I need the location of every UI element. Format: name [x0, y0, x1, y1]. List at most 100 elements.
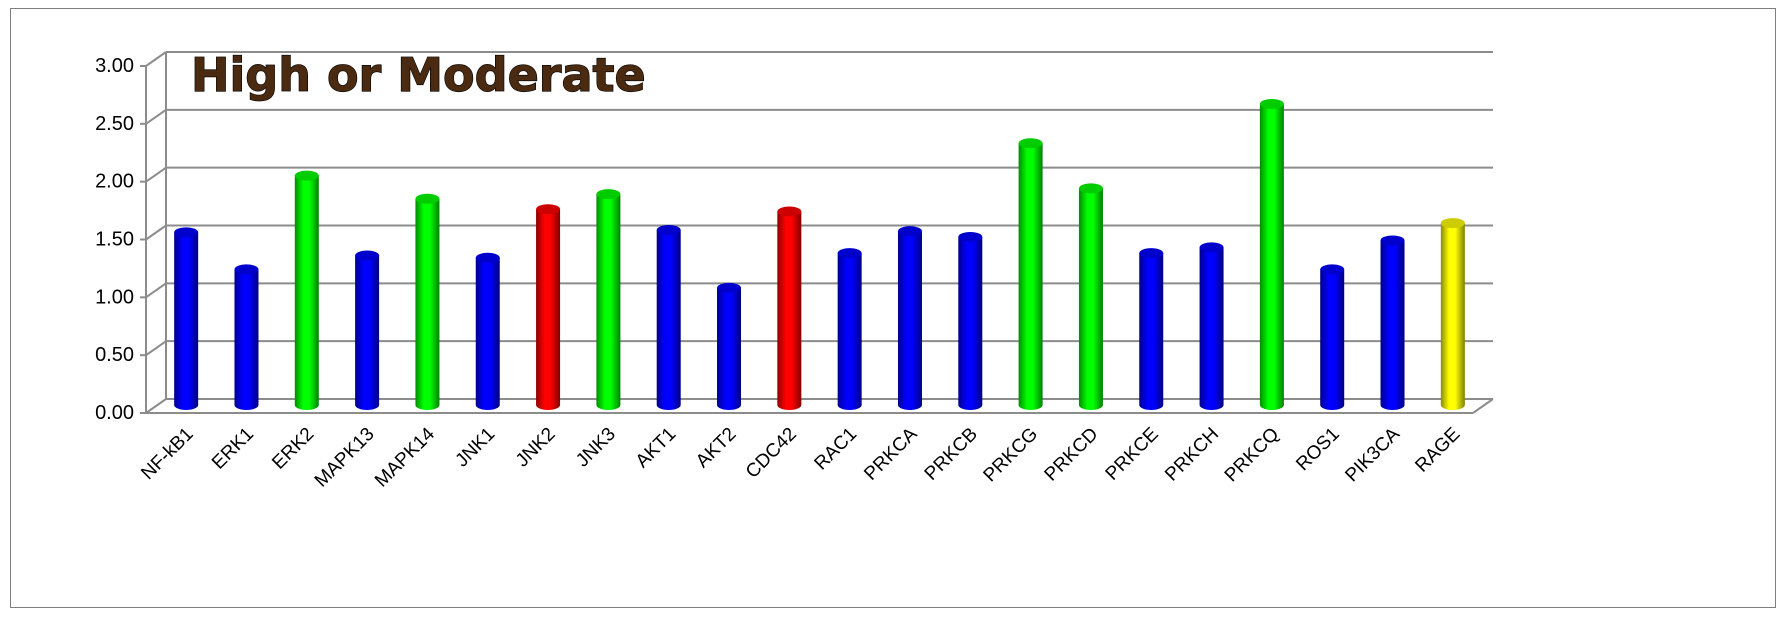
- x-tick-label: JNK3: [572, 424, 620, 472]
- bar-body: [1199, 247, 1224, 411]
- bar-body: [777, 211, 802, 411]
- gridline-depth: [145, 224, 167, 241]
- bar-jnk1: [475, 252, 500, 411]
- bar-body: [294, 175, 319, 411]
- bar-body: [596, 194, 621, 411]
- x-tick-label: RAC1: [811, 424, 862, 475]
- bar-prkch: [1199, 242, 1224, 411]
- gridline-depth: [145, 109, 167, 125]
- x-tick-label: RAGE: [1411, 424, 1464, 477]
- bars: [174, 98, 1465, 411]
- bar-top: [415, 193, 440, 204]
- bar-top: [1078, 183, 1103, 194]
- x-tick-label: PRKCE: [1102, 424, 1163, 485]
- bar-top: [1440, 218, 1465, 229]
- gridline-depth: [145, 340, 167, 356]
- bar-body: [958, 236, 983, 411]
- x-tick-label: PRKCQ: [1221, 424, 1284, 487]
- bar-top: [1199, 242, 1224, 253]
- x-tick-label: MAPK14: [371, 423, 439, 491]
- bar-prkcb: [958, 231, 983, 411]
- x-tick-label: JNK1: [452, 424, 500, 472]
- bar-top: [1139, 248, 1164, 259]
- bar-prkcg: [1018, 138, 1043, 411]
- chart-frame: 0.00 0.50 1.00 1.50 2.00 2.50 3.00 NF-kB1 ERK1 E…: [10, 8, 1776, 608]
- bar-body: [1320, 269, 1345, 411]
- bar-mapk13: [355, 250, 380, 411]
- bar-body: [1380, 240, 1405, 411]
- bar-body: [475, 257, 500, 411]
- x-tick-label: PRKCB: [921, 424, 982, 485]
- bar-top: [958, 231, 983, 242]
- y-tick-label: 0.00: [95, 402, 134, 424]
- bar-jnk3: [596, 189, 621, 411]
- gridline-depth: [145, 166, 167, 183]
- x-tick-label: ROS1: [1292, 424, 1343, 475]
- bar-prkcq: [1259, 98, 1284, 411]
- y-tick-label: 1.50: [95, 229, 134, 251]
- x-tick-label: JNK2: [512, 424, 560, 472]
- bar-prkce: [1139, 248, 1164, 411]
- bar-chart: 0.00 0.50 1.00 1.50 2.00 2.50 3.00 NF-kB1 ERK1 E…: [95, 47, 1494, 492]
- bar-top: [656, 225, 681, 236]
- chart-title: High or Moderate: [191, 48, 646, 102]
- bar-body: [1139, 253, 1164, 411]
- bar-top: [777, 206, 802, 217]
- x-tick-label: PIK3CA: [1341, 423, 1404, 486]
- bar-prkcd: [1078, 183, 1103, 411]
- bar-top: [234, 264, 259, 275]
- bar-erk2: [294, 170, 319, 411]
- y-tick-label: 2.50: [95, 113, 134, 135]
- x-tick-label: MAPK13: [311, 424, 379, 492]
- bar-top: [1380, 235, 1405, 246]
- bar-body: [174, 232, 199, 411]
- bar-top: [897, 226, 922, 237]
- bar-rac1: [837, 248, 862, 411]
- bar-body: [1078, 188, 1103, 411]
- y-tick-label: 1.00: [95, 286, 134, 308]
- bar-body: [536, 209, 561, 411]
- bar-body: [1259, 103, 1284, 411]
- x-tick-label: PRKCD: [1041, 424, 1103, 486]
- bar-nf-kb1: [174, 227, 199, 411]
- bar-ros1: [1320, 264, 1345, 411]
- x-tick-label: ERK2: [268, 424, 318, 474]
- x-tick-label: AKT2: [692, 424, 740, 472]
- bar-top: [294, 170, 319, 181]
- bar-body: [355, 255, 380, 411]
- bar-body: [1018, 143, 1043, 411]
- bar-cdc42: [777, 206, 802, 411]
- x-tick-label: PRKCG: [980, 424, 1043, 487]
- bar-body: [837, 253, 862, 411]
- bar-top: [536, 204, 561, 215]
- x-tick-label: AKT1: [632, 424, 680, 472]
- bar-top: [174, 227, 199, 238]
- bar-top: [355, 250, 380, 261]
- bar-top: [1018, 138, 1043, 149]
- bar-rage: [1440, 218, 1465, 411]
- bar-jnk2: [536, 204, 561, 411]
- bar-top: [596, 189, 621, 200]
- floor-right-edge: [1472, 398, 1494, 414]
- bar-akt1: [656, 225, 681, 411]
- bar-top: [837, 248, 862, 259]
- gridline-depth: [145, 51, 167, 67]
- y-axis-tick-labels: 0.00 0.50 1.00 1.50 2.00 2.50 3.00: [95, 55, 134, 424]
- bar-pik3ca: [1380, 235, 1405, 411]
- y-tick-label: 2.00: [95, 171, 134, 193]
- y-tick-label: 0.50: [95, 344, 134, 366]
- bar-mapk14: [415, 193, 440, 411]
- bar-top: [475, 252, 500, 263]
- bar-top: [1259, 98, 1284, 109]
- x-tick-label: NF-kB1: [137, 424, 197, 484]
- bar-akt2: [717, 282, 742, 411]
- bar-erk1: [234, 264, 259, 411]
- bar-top: [717, 282, 742, 293]
- bar-body: [234, 269, 259, 411]
- x-tick-label: CDC42: [742, 424, 801, 483]
- y-tick-label: 3.00: [95, 55, 134, 77]
- x-tick-label: PRKCH: [1161, 424, 1223, 486]
- bar-body: [656, 230, 681, 411]
- gridline-depth: [145, 398, 167, 414]
